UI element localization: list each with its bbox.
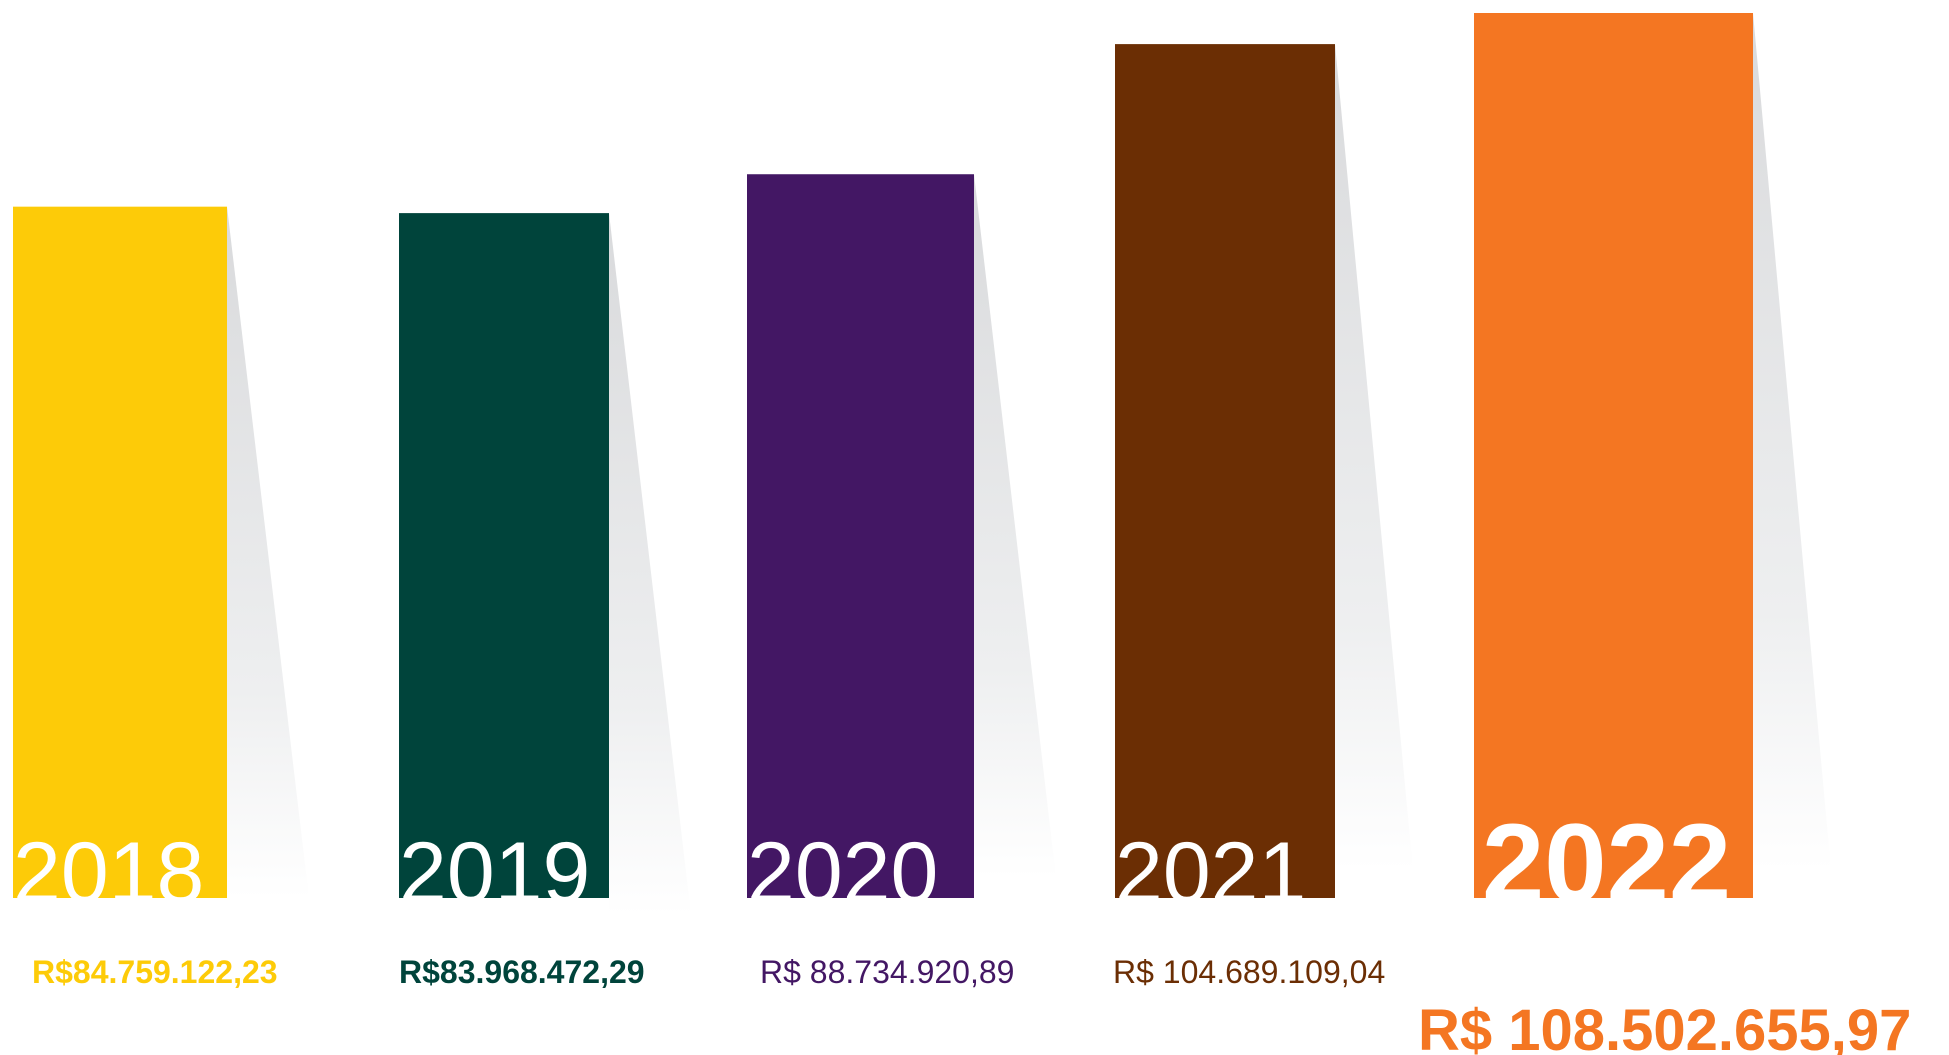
year-label-2018: 2018 <box>13 825 204 921</box>
year-label-2020: 2020 <box>747 825 938 921</box>
bar-2019 <box>399 213 609 898</box>
year-label-2021: 2021 <box>1115 825 1306 921</box>
value-label-2022: R$ 108.502.655,97 <box>1418 998 1911 1055</box>
bar-2020 <box>747 174 974 899</box>
bars <box>13 13 1753 899</box>
year-label-2022: 2022 <box>1482 801 1731 926</box>
bar-2018 <box>13 206 227 899</box>
value-labels: R$84.759.122,23 R$83.968.472,29 R$ 88.734.… <box>32 954 1911 1055</box>
year-label-2019: 2019 <box>399 825 590 921</box>
bar-shadow-2020 <box>974 174 1056 879</box>
bar-shadow-2021 <box>1335 44 1413 871</box>
bar-2022 <box>1474 13 1753 898</box>
bar-shadow-2022 <box>1753 13 1831 870</box>
value-label-2020: R$ 88.734.920,89 <box>760 954 1014 990</box>
bar-shadow-2019 <box>609 213 691 915</box>
value-label-2021: R$ 104.689.109,04 <box>1113 954 1385 990</box>
year-labels: 2018 2019 2020 2021 2022 <box>13 801 1731 926</box>
bar-2021 <box>1115 44 1335 899</box>
value-label-2018: R$84.759.122,23 <box>32 954 278 990</box>
bar-shadows <box>227 13 1831 915</box>
value-label-2019: R$83.968.472,29 <box>399 954 645 990</box>
bar-shadow-2018 <box>227 206 309 899</box>
